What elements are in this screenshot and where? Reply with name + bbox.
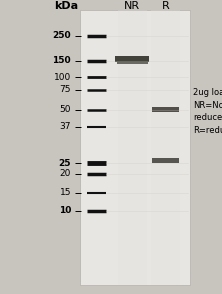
Text: 50: 50 [59, 105, 71, 114]
Bar [151, 10, 180, 285]
Bar [117, 61, 148, 64]
Text: 100: 100 [54, 73, 71, 81]
Text: 25: 25 [59, 159, 71, 168]
Text: 2ug loading
NR=Non-
reduced
R=reduced: 2ug loading NR=Non- reduced R=reduced [193, 88, 222, 135]
Text: 250: 250 [52, 31, 71, 40]
Text: NR: NR [124, 1, 140, 11]
Text: 10: 10 [59, 206, 71, 215]
Bar [118, 10, 147, 285]
Text: 15: 15 [59, 188, 71, 197]
Text: 150: 150 [52, 56, 71, 65]
Bar [80, 10, 190, 285]
Text: 75: 75 [59, 86, 71, 94]
Bar [152, 158, 179, 163]
Bar [152, 107, 179, 112]
Bar [115, 56, 149, 62]
Text: kDa: kDa [55, 1, 79, 11]
Text: 20: 20 [60, 169, 71, 178]
Text: R: R [162, 1, 169, 11]
Text: 37: 37 [59, 122, 71, 131]
